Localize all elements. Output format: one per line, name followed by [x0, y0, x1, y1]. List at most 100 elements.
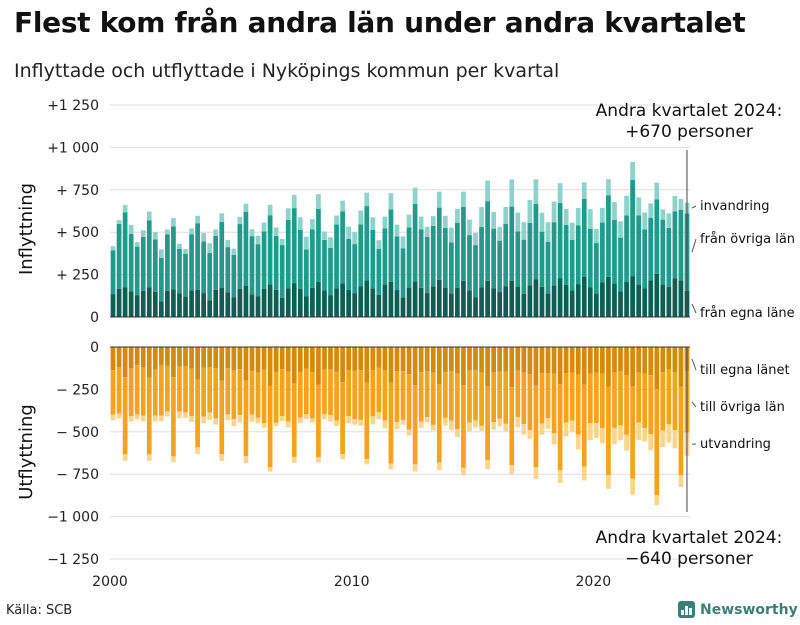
bar-inflow-ovriga	[304, 249, 309, 297]
bar-inflow-invandring	[654, 182, 660, 200]
bar-inflow-invandring	[503, 206, 509, 224]
bar-outflow-utvandring	[394, 421, 400, 430]
bar-outflow-egna	[400, 347, 406, 372]
bar-inflow-egna	[436, 279, 442, 317]
bar-inflow-invandring	[630, 161, 635, 180]
bar-inflow-ovriga	[509, 206, 515, 281]
bar-outflow-egna	[177, 347, 182, 366]
bar-outflow-utvandring	[521, 424, 527, 435]
bar-outflow-utvandring	[612, 427, 617, 445]
bar-inflow-ovriga	[678, 209, 684, 281]
bar-outflow-utvandring	[491, 422, 496, 430]
bar-outflow-egna	[388, 347, 394, 383]
bar-outflow-ovriga	[291, 383, 297, 457]
bar-inflow-invandring	[267, 204, 273, 216]
bar-outflow-egna	[575, 347, 581, 375]
bar-inflow-ovriga	[358, 224, 364, 287]
bar-inflow-egna	[455, 288, 460, 317]
bar-outflow-ovriga	[183, 366, 188, 413]
bar-inflow-egna	[225, 292, 231, 317]
bar-outflow-utvandring	[485, 459, 490, 470]
bar-outflow-utvandring	[424, 417, 430, 423]
bar-inflow-egna	[297, 288, 303, 317]
bar-outflow-utvandring	[587, 422, 593, 441]
bar-inflow-egna	[400, 297, 406, 317]
outflow-y-tick-label: −1 250	[47, 552, 99, 568]
bar-inflow-invandring	[479, 207, 484, 227]
bar-outflow-utvandring	[110, 414, 116, 421]
bar-outflow-utvandring	[267, 467, 273, 472]
bar-inflow-ovriga	[134, 246, 140, 296]
bar-inflow-egna	[382, 284, 388, 317]
bar-inflow-invandring	[557, 183, 563, 204]
bar-inflow-ovriga	[412, 203, 418, 282]
bar-outflow-egna	[376, 347, 382, 368]
bar-inflow-invandring	[304, 236, 309, 250]
bar-outflow-egna	[436, 347, 442, 384]
inflow-series-label: från egna läne	[700, 306, 795, 321]
bar-outflow-utvandring	[146, 454, 152, 461]
bar-inflow-ovriga	[527, 222, 533, 286]
bar-inflow-invandring	[201, 232, 206, 242]
axes: 0 + 250 + 500 + 750 +1 000 +1 250 0 − 250 − 500 −…	[47, 98, 690, 590]
bar-inflow-egna	[672, 278, 678, 317]
bar-inflow-ovriga	[370, 230, 376, 289]
bar-inflow-ovriga	[642, 229, 648, 289]
bar-inflow-egna	[612, 283, 617, 317]
bar-inflow-egna	[581, 276, 587, 317]
bar-inflow-egna	[310, 287, 315, 317]
bar-outflow-ovriga	[612, 372, 617, 428]
bar-inflow-egna	[285, 288, 291, 317]
bar-outflow-egna	[322, 347, 327, 370]
bar-outflow-ovriga	[575, 374, 581, 435]
bar-outflow-ovriga	[140, 367, 146, 416]
bar-outflow-utvandring	[370, 416, 376, 425]
bar-outflow-utvandring	[328, 415, 333, 422]
bar-outflow-ovriga	[328, 369, 333, 416]
outflow-y-tick-label: − 500	[56, 425, 99, 441]
bar-inflow-ovriga	[660, 219, 666, 285]
bar-inflow-invandring	[406, 214, 412, 228]
bar-inflow-invandring	[618, 221, 623, 238]
bar-inflow-egna	[485, 280, 490, 317]
bar-outflow-egna	[152, 347, 158, 370]
brand-logo: Newsworthy	[678, 601, 798, 618]
bar-outflow-utvandring	[231, 419, 237, 427]
bar-outflow-utvandring	[340, 454, 345, 460]
bar-inflow-ovriga	[521, 239, 527, 294]
bar-inflow-invandring	[587, 209, 593, 229]
bar-outflow-utvandring	[225, 414, 231, 420]
bar-outflow-utvandring	[116, 413, 122, 419]
bar-outflow-egna	[146, 347, 152, 378]
bar-inflow-ovriga	[346, 238, 351, 290]
bar-inflow-egna	[376, 294, 382, 317]
inflow-series-label: från övriga län	[700, 232, 795, 247]
bar-outflow-ovriga	[110, 370, 116, 415]
bar-outflow-ovriga	[461, 385, 466, 468]
bar-outflow-egna	[297, 347, 303, 372]
bar-inflow-ovriga	[666, 227, 672, 287]
bar-inflow-ovriga	[455, 222, 460, 288]
bar-outflow-utvandring	[455, 429, 460, 438]
bar-outflow-ovriga	[479, 372, 484, 426]
bar-outflow-ovriga	[467, 370, 472, 423]
bar-inflow-egna	[243, 285, 249, 317]
bar-inflow-ovriga	[249, 236, 255, 295]
bar-inflow-egna	[660, 284, 666, 317]
bar-inflow-ovriga	[340, 211, 345, 284]
bar-inflow-egna	[636, 284, 641, 317]
bar-outflow-utvandring	[310, 418, 315, 423]
bar-outflow-utvandring	[648, 434, 654, 451]
bar-inflow-egna	[322, 290, 327, 317]
bar-outflow-egna	[249, 347, 255, 371]
bar-inflow-ovriga	[400, 248, 406, 298]
bar-outflow-egna	[213, 347, 219, 369]
bar-inflow-invandring	[128, 224, 134, 234]
bar-outflow-utvandring	[207, 412, 213, 420]
bar-outflow-egna	[630, 347, 635, 387]
bar-outflow-ovriga	[648, 375, 654, 435]
bar-outflow-utvandring	[430, 424, 436, 431]
bar-inflow-egna	[418, 287, 424, 317]
bar-outflow-egna	[491, 347, 496, 373]
bar-outflow-egna	[430, 347, 436, 373]
